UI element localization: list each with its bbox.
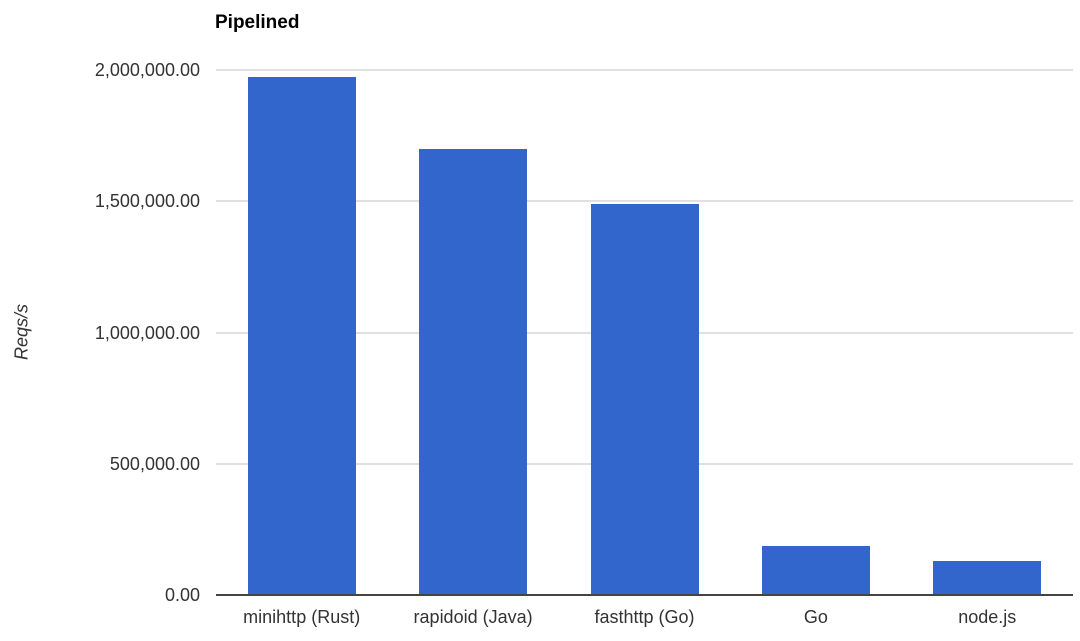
y-tick-label: 1,000,000.00 <box>94 322 200 343</box>
y-tick-label: 2,000,000.00 <box>94 60 200 80</box>
y-tick-label: 500,000.00 <box>109 453 200 474</box>
x-category-label: rapidoid (Java) <box>413 607 533 627</box>
x-axis-line <box>216 594 1073 596</box>
x-category-label: node.js <box>958 607 1017 627</box>
bar-minihttp-rust- <box>247 76 356 595</box>
bar-go <box>761 545 870 595</box>
y-tick-label: 0.00 <box>164 585 200 605</box>
x-category-label: Go <box>803 607 828 627</box>
bar-node-js <box>933 560 1042 595</box>
chart-title: Pipelined <box>215 12 300 33</box>
y-tick-label: 1,500,000.00 <box>94 191 200 212</box>
bar-rapidoid-java- <box>419 148 528 595</box>
bar-fasthttp-go- <box>590 203 699 595</box>
x-category-label: minihttp (Rust) <box>243 607 361 627</box>
x-category-label: fasthttp (Go) <box>594 607 695 627</box>
gridline <box>216 69 1073 71</box>
gridline <box>216 200 1073 203</box>
